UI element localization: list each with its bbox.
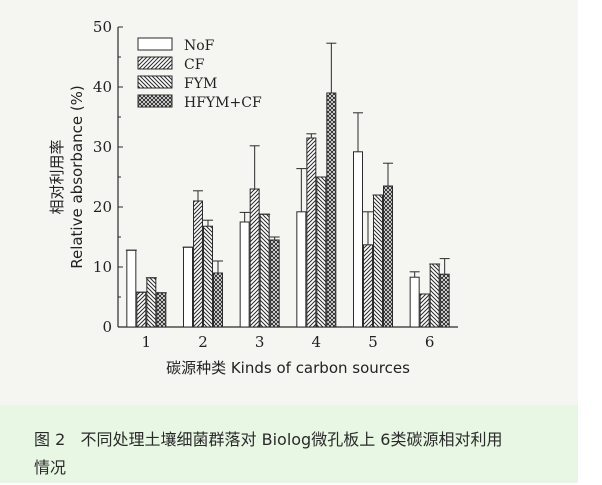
y-tick-label: 50 — [93, 18, 112, 36]
x-axis-title: 碳源种类 Kinds of carbon sources — [166, 359, 410, 377]
plot-area: 0 10 20 30 40 50 1 2 3 4 5 6 NoF CF FYM HFYM+CF 相对利用率 … — [0, 0, 578, 405]
caption-line-1: 图 2 不同处理土壤细菌群落对 Biolog微孔板上 6类碳源相对利用 — [34, 430, 503, 449]
bar — [136, 291, 147, 328]
bar — [326, 92, 337, 328]
legend-swatch — [137, 37, 173, 51]
x-tick-label: 2 — [198, 333, 208, 351]
y-axis-title-chinese: 相对利用率 — [48, 139, 66, 214]
bar — [306, 137, 317, 328]
legend-swatch — [137, 75, 173, 89]
x-tick-label: 6 — [425, 333, 435, 351]
bar — [126, 249, 137, 328]
figure-caption: 图 2 不同处理土壤细菌群落对 Biolog微孔板上 6类碳源相对利用 情况 — [34, 426, 564, 482]
x-tick-label: 3 — [255, 333, 265, 351]
caption-line-2: 情况 — [34, 458, 67, 477]
bar — [429, 263, 440, 328]
legend-label: HFYM+CF — [184, 95, 262, 111]
legend-swatch — [137, 94, 173, 108]
bar — [373, 194, 383, 328]
bar — [156, 292, 167, 328]
legend-label: NoF — [184, 38, 215, 54]
x-tick-label: 1 — [142, 333, 152, 351]
bar — [363, 244, 373, 328]
bar — [213, 272, 223, 328]
y-tick-label: 0 — [102, 318, 112, 336]
legend-label: FYM — [184, 76, 217, 92]
y-tick-label: 40 — [93, 78, 112, 96]
bar — [419, 293, 430, 328]
bar — [193, 200, 203, 328]
axes: 0 10 20 30 40 50 1 2 3 4 5 6 — [93, 18, 458, 351]
y-tick-label: 10 — [93, 258, 112, 276]
y-tick-label: 20 — [93, 198, 112, 216]
bar — [203, 225, 213, 328]
bar — [439, 273, 450, 328]
bar — [353, 151, 363, 328]
figure-panel: 0 10 20 30 40 50 1 2 3 4 5 6 NoF CF FYM HFYM+CF 相对利用率 … — [0, 0, 578, 483]
legend-label: CF — [184, 57, 205, 73]
bar — [316, 176, 327, 328]
bar — [183, 246, 193, 328]
bar — [239, 221, 250, 328]
legend: NoF CF FYM HFYM+CF — [137, 37, 262, 111]
bar — [259, 213, 270, 328]
bar — [383, 185, 393, 328]
x-tick-label: 4 — [312, 333, 322, 351]
bar — [249, 188, 260, 328]
y-axis-title-english: Relative absorbance (%) — [68, 85, 86, 269]
bar — [269, 239, 280, 328]
bars — [125, 42, 450, 328]
bar — [296, 211, 307, 328]
bar — [146, 277, 157, 328]
y-tick-label: 30 — [93, 138, 112, 156]
legend-swatch — [137, 56, 173, 70]
x-tick-label: 5 — [368, 333, 378, 351]
bar — [409, 276, 420, 328]
